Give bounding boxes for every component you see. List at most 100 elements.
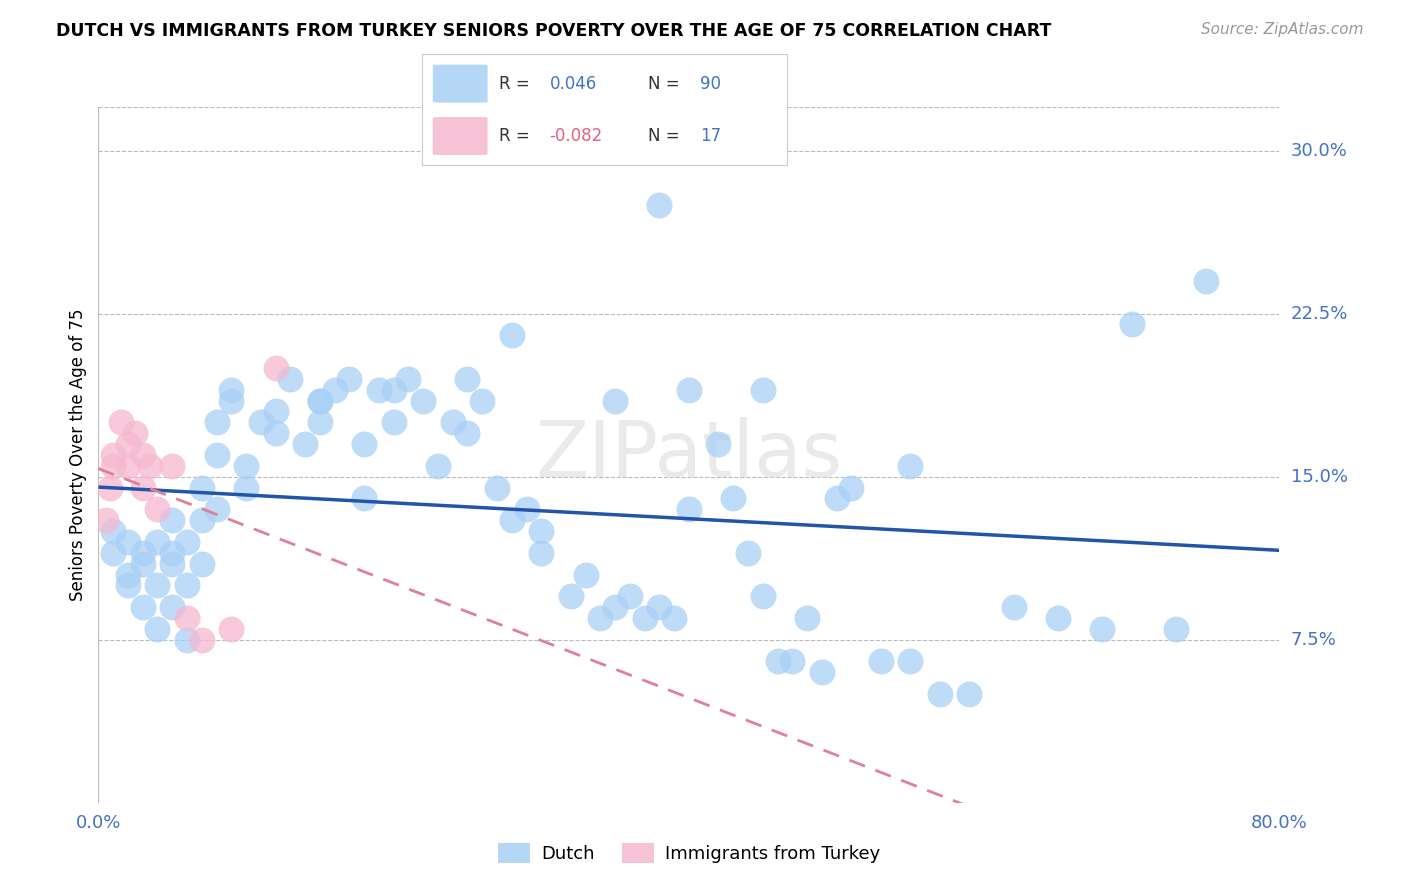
Point xyxy=(796,611,818,625)
Point xyxy=(146,502,169,516)
Point xyxy=(1195,274,1218,288)
Point xyxy=(132,481,155,495)
Point xyxy=(441,415,464,429)
Point xyxy=(721,491,744,506)
Text: 15.0%: 15.0% xyxy=(1291,467,1347,485)
Point xyxy=(176,578,198,592)
Point xyxy=(353,437,375,451)
Text: 30.0%: 30.0% xyxy=(1291,142,1347,160)
Point xyxy=(146,578,169,592)
Text: 22.5%: 22.5% xyxy=(1291,304,1348,323)
Point xyxy=(368,383,391,397)
Point xyxy=(1164,622,1187,636)
Point xyxy=(619,589,641,603)
Point xyxy=(103,546,125,560)
Point xyxy=(132,546,155,560)
Point xyxy=(110,415,132,429)
Point xyxy=(1002,600,1025,615)
Point xyxy=(737,546,759,560)
Point xyxy=(124,426,146,441)
Point xyxy=(605,600,627,615)
Point xyxy=(648,198,671,212)
Point xyxy=(117,578,139,592)
Text: ZIPatlas: ZIPatlas xyxy=(536,417,842,493)
Point xyxy=(219,393,242,408)
Point xyxy=(103,524,125,538)
Point xyxy=(382,383,405,397)
Point xyxy=(264,404,287,418)
Point xyxy=(382,415,405,429)
Point xyxy=(309,393,332,408)
Text: Source: ZipAtlas.com: Source: ZipAtlas.com xyxy=(1201,22,1364,37)
Point xyxy=(264,426,287,441)
Point xyxy=(162,458,183,473)
Point xyxy=(176,632,198,647)
Point xyxy=(191,632,214,647)
Point xyxy=(839,481,862,495)
Point xyxy=(309,415,332,429)
Legend: Dutch, Immigrants from Turkey: Dutch, Immigrants from Turkey xyxy=(491,836,887,871)
Point xyxy=(900,655,922,669)
Point xyxy=(486,481,509,495)
Point xyxy=(900,458,922,473)
Point xyxy=(162,557,183,571)
Point xyxy=(751,383,773,397)
Point xyxy=(323,383,346,397)
Text: 0.046: 0.046 xyxy=(550,75,598,93)
Text: 17: 17 xyxy=(700,127,721,145)
Text: -0.082: -0.082 xyxy=(550,127,603,145)
Text: R =: R = xyxy=(499,75,529,93)
Point xyxy=(633,611,655,625)
Point xyxy=(162,546,183,560)
Point xyxy=(825,491,848,506)
Point xyxy=(1046,611,1069,625)
Point xyxy=(191,557,214,571)
Point xyxy=(235,458,257,473)
Point xyxy=(337,372,360,386)
Text: DUTCH VS IMMIGRANTS FROM TURKEY SENIORS POVERTY OVER THE AGE OF 75 CORRELATION C: DUTCH VS IMMIGRANTS FROM TURKEY SENIORS … xyxy=(56,22,1052,40)
Point xyxy=(191,481,214,495)
Point xyxy=(396,372,419,386)
Point xyxy=(235,481,257,495)
Point xyxy=(117,567,139,582)
Point xyxy=(219,622,242,636)
Point xyxy=(117,458,139,473)
FancyBboxPatch shape xyxy=(433,65,488,103)
Point xyxy=(678,502,700,516)
Point xyxy=(205,502,228,516)
Point xyxy=(664,611,686,625)
Point xyxy=(146,622,169,636)
Text: 7.5%: 7.5% xyxy=(1291,631,1337,648)
Point xyxy=(766,655,789,669)
Point xyxy=(250,415,273,429)
Point xyxy=(605,393,627,408)
Point xyxy=(98,481,121,495)
Point xyxy=(176,611,198,625)
Text: 90: 90 xyxy=(700,75,721,93)
Point xyxy=(456,372,478,386)
Point xyxy=(678,383,700,397)
Point xyxy=(132,600,155,615)
Point xyxy=(707,437,730,451)
Point xyxy=(294,437,316,451)
Point xyxy=(176,535,198,549)
Point xyxy=(103,458,125,473)
Point xyxy=(117,437,139,451)
Point xyxy=(353,491,375,506)
Point xyxy=(648,600,671,615)
Point xyxy=(501,513,523,527)
Point xyxy=(530,546,553,560)
Point xyxy=(205,448,228,462)
Point xyxy=(456,426,478,441)
Point xyxy=(264,360,287,375)
Point xyxy=(1091,622,1114,636)
Text: N =: N = xyxy=(648,75,681,93)
Point xyxy=(1121,318,1143,332)
Y-axis label: Seniors Poverty Over the Age of 75: Seniors Poverty Over the Age of 75 xyxy=(69,309,87,601)
Point xyxy=(139,458,162,473)
Point xyxy=(191,513,214,527)
Point xyxy=(589,611,612,625)
Point xyxy=(515,502,537,516)
Point xyxy=(412,393,434,408)
Point xyxy=(471,393,494,408)
